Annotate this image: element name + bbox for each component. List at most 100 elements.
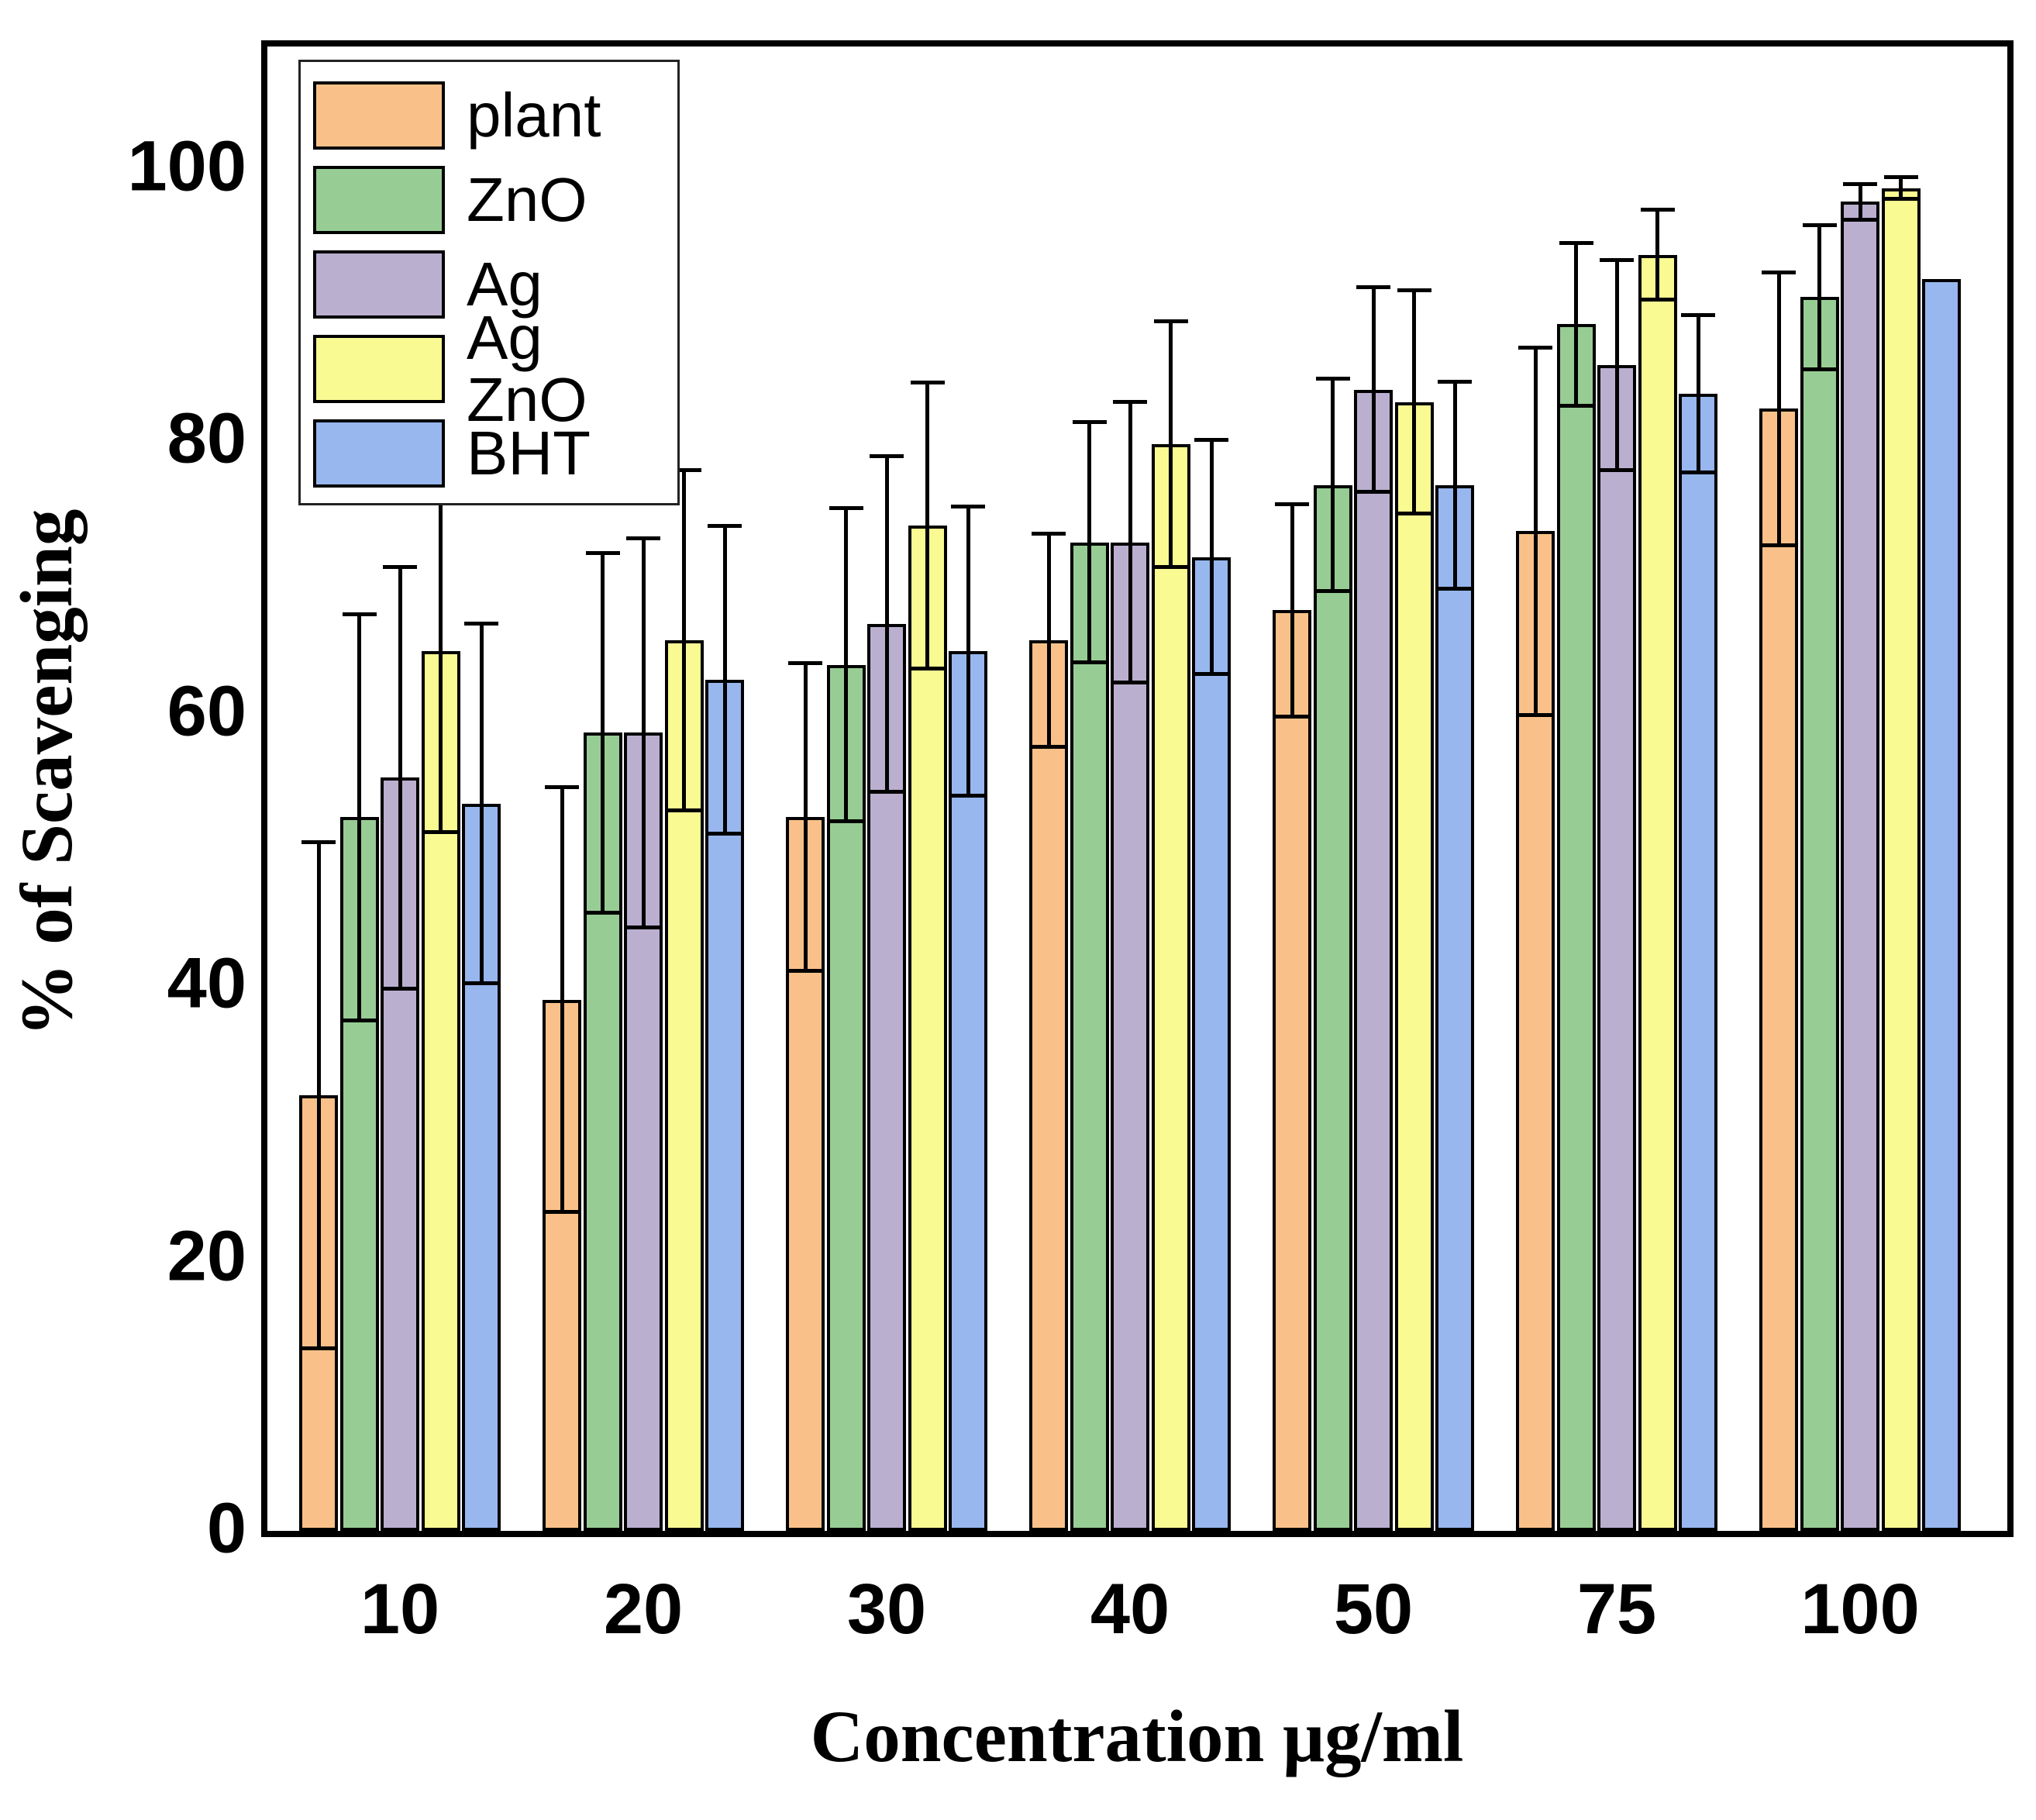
error-bar [1412,290,1416,514]
error-bar [844,508,848,822]
error-bar-cap [870,454,904,459]
error-bar [1290,504,1294,717]
legend-item: Ag [313,242,677,326]
y-tick-label: 80 [167,398,246,478]
x-tick-label: 75 [1576,1570,1657,1649]
error-bar-cap [301,839,336,844]
error-bar-cap [829,506,863,511]
error-bar [1817,225,1821,370]
error-bar-cap [1397,512,1431,516]
error-bar-cap [910,667,945,671]
legend-item: plant [313,73,677,157]
error-bar-cap [788,661,822,666]
error-bar [1533,347,1538,715]
error-bar [1169,321,1173,567]
error-bar-cap [1640,298,1675,302]
error-bar-cap [951,793,985,798]
error-bar-cap [1600,467,1634,472]
plot-area: plant ZnO Ag Ag ZnO BHT [261,40,2014,1537]
error-bar-cap [1600,258,1634,263]
error-bar-cap [1640,208,1675,212]
error-bar-cap [829,819,863,824]
error-bar [479,623,484,984]
bar-ag-50 [1354,389,1393,1531]
error-bar-cap [1194,672,1228,677]
bar-bht-40 [1192,557,1231,1531]
error-bar-cap [464,622,498,626]
error-bar [925,382,929,669]
error-bar-cap [301,1346,336,1351]
error-bar-cap [708,523,742,528]
error-bar-cap [1356,285,1390,290]
error-bar [560,787,564,1212]
error-bar-cap [1559,404,1593,408]
bar-ag-zno-100 [1881,188,1921,1531]
error-bar-cap [1113,680,1147,684]
x-tick-label: 100 [1800,1570,1920,1649]
bar-ag-zno-40 [1151,444,1190,1531]
y-tick-label: 0 [206,1488,246,1568]
y-tick-label: 40 [167,943,246,1023]
bar-bht-30 [949,651,987,1531]
error-bar-cap [1681,312,1715,317]
error-bar [1046,533,1051,747]
error-bar-cap [1032,532,1066,536]
legend-label: ZnO [467,164,587,234]
legend-swatch-ag [313,250,445,319]
legend-item: Ag ZnO [313,306,677,430]
error-bar-cap [708,831,742,836]
error-bar-cap [545,1210,579,1215]
error-bar-cap [1762,543,1796,547]
x-tick-label: 50 [1333,1570,1414,1649]
error-bar-cap [910,381,945,385]
error-bar [316,842,321,1349]
error-bar-cap [1681,471,1715,475]
error-bar-cap [1315,589,1350,594]
bar-bht-75 [1679,394,1717,1531]
error-bar [884,456,889,792]
error-bar-cap [1153,319,1188,324]
bar-zno-100 [1800,297,1839,1531]
error-bar-cap [626,536,660,540]
legend-swatch-zno [313,165,445,234]
legend-label: Ag [467,249,543,319]
error-bar [1087,422,1091,663]
error-bar-cap [423,830,458,835]
bar-plant-40 [1029,640,1068,1531]
legend-swatch-plant [313,81,445,150]
error-bar-cap [667,467,701,472]
error-bar-cap [342,612,377,617]
error-bar-cap [1194,438,1228,443]
error-bar-cap [464,981,498,986]
error-bar-cap [1883,197,1918,202]
error-bar-cap [1072,660,1107,664]
error-bar-cap [1559,240,1593,245]
error-bar [1899,177,1903,199]
error-bar-cap [667,808,701,813]
error-bar-cap [626,926,660,930]
error-bar [1331,378,1335,591]
error-bar [966,506,970,796]
bar-ag-75 [1597,365,1636,1531]
error-bar-cap [1883,175,1918,180]
error-bar-cap [1275,714,1309,719]
bar-zno-50 [1313,484,1352,1531]
error-bar-cap [1072,420,1107,425]
error-bar [398,567,402,989]
bar-ag-zno-75 [1638,254,1677,1531]
legend-swatch-ag-zno [313,334,445,403]
legend-label: Ag ZnO [467,302,587,434]
legend-label: plant [467,80,601,150]
error-bar-cap [383,987,417,991]
error-bar [1371,287,1376,492]
error-bar-cap [1032,744,1066,749]
error-bar [1776,272,1781,546]
error-bar-cap [585,910,620,915]
legend-item: ZnO [313,157,677,242]
error-bar-cap [870,789,904,794]
error-bar [357,614,361,1021]
error-bar-cap [1397,288,1431,292]
error-bar-cap [951,505,985,509]
y-tick-label: 60 [167,671,246,751]
